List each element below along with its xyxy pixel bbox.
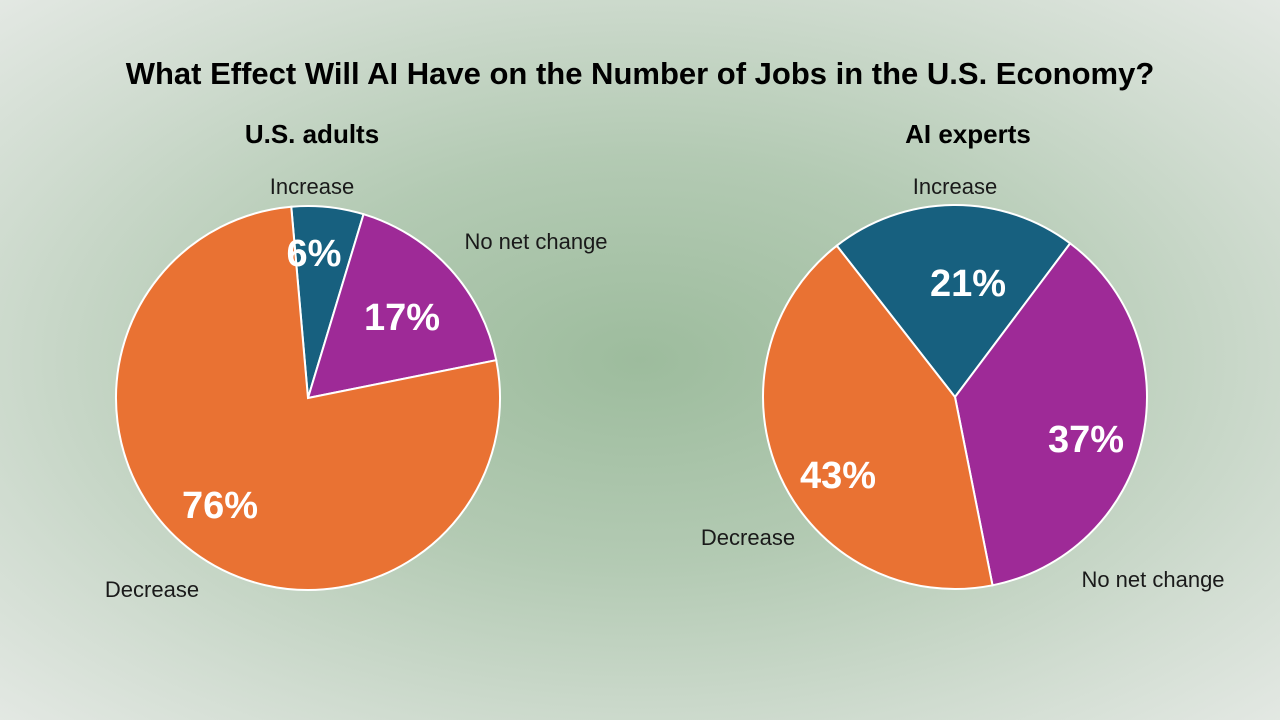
slice-decrease [762, 244, 994, 590]
chart-title: U.S. adults [245, 119, 379, 149]
category-label: Increase [913, 174, 997, 199]
category-label: Increase [270, 174, 354, 199]
category-label: No net change [1081, 567, 1224, 592]
chart-title: AI experts [905, 119, 1031, 149]
pie-chart-ai-experts: 21% 37% 43% Increase No net change Decrease AI… [701, 119, 1225, 592]
value-label: 43% [800, 455, 876, 497]
slice-increase [835, 204, 1072, 399]
category-label: Decrease [701, 525, 795, 550]
value-label: 6% [287, 233, 342, 275]
value-label: 21% [930, 263, 1006, 305]
slice-no-net-change [953, 241, 1148, 587]
slice-decrease [115, 205, 501, 591]
value-label: 37% [1048, 419, 1124, 461]
value-label: 76% [182, 485, 258, 527]
value-label: 17% [364, 297, 440, 339]
category-label: Decrease [105, 577, 199, 602]
category-label: No net change [464, 229, 607, 254]
slice-no-net-change [306, 212, 498, 400]
pie-chart-us-adults: 6% 17% 76% Increase No net change Decrease U.S… [105, 119, 608, 602]
slide-title: What Effect Will AI Have on the Number o… [125, 56, 1155, 91]
